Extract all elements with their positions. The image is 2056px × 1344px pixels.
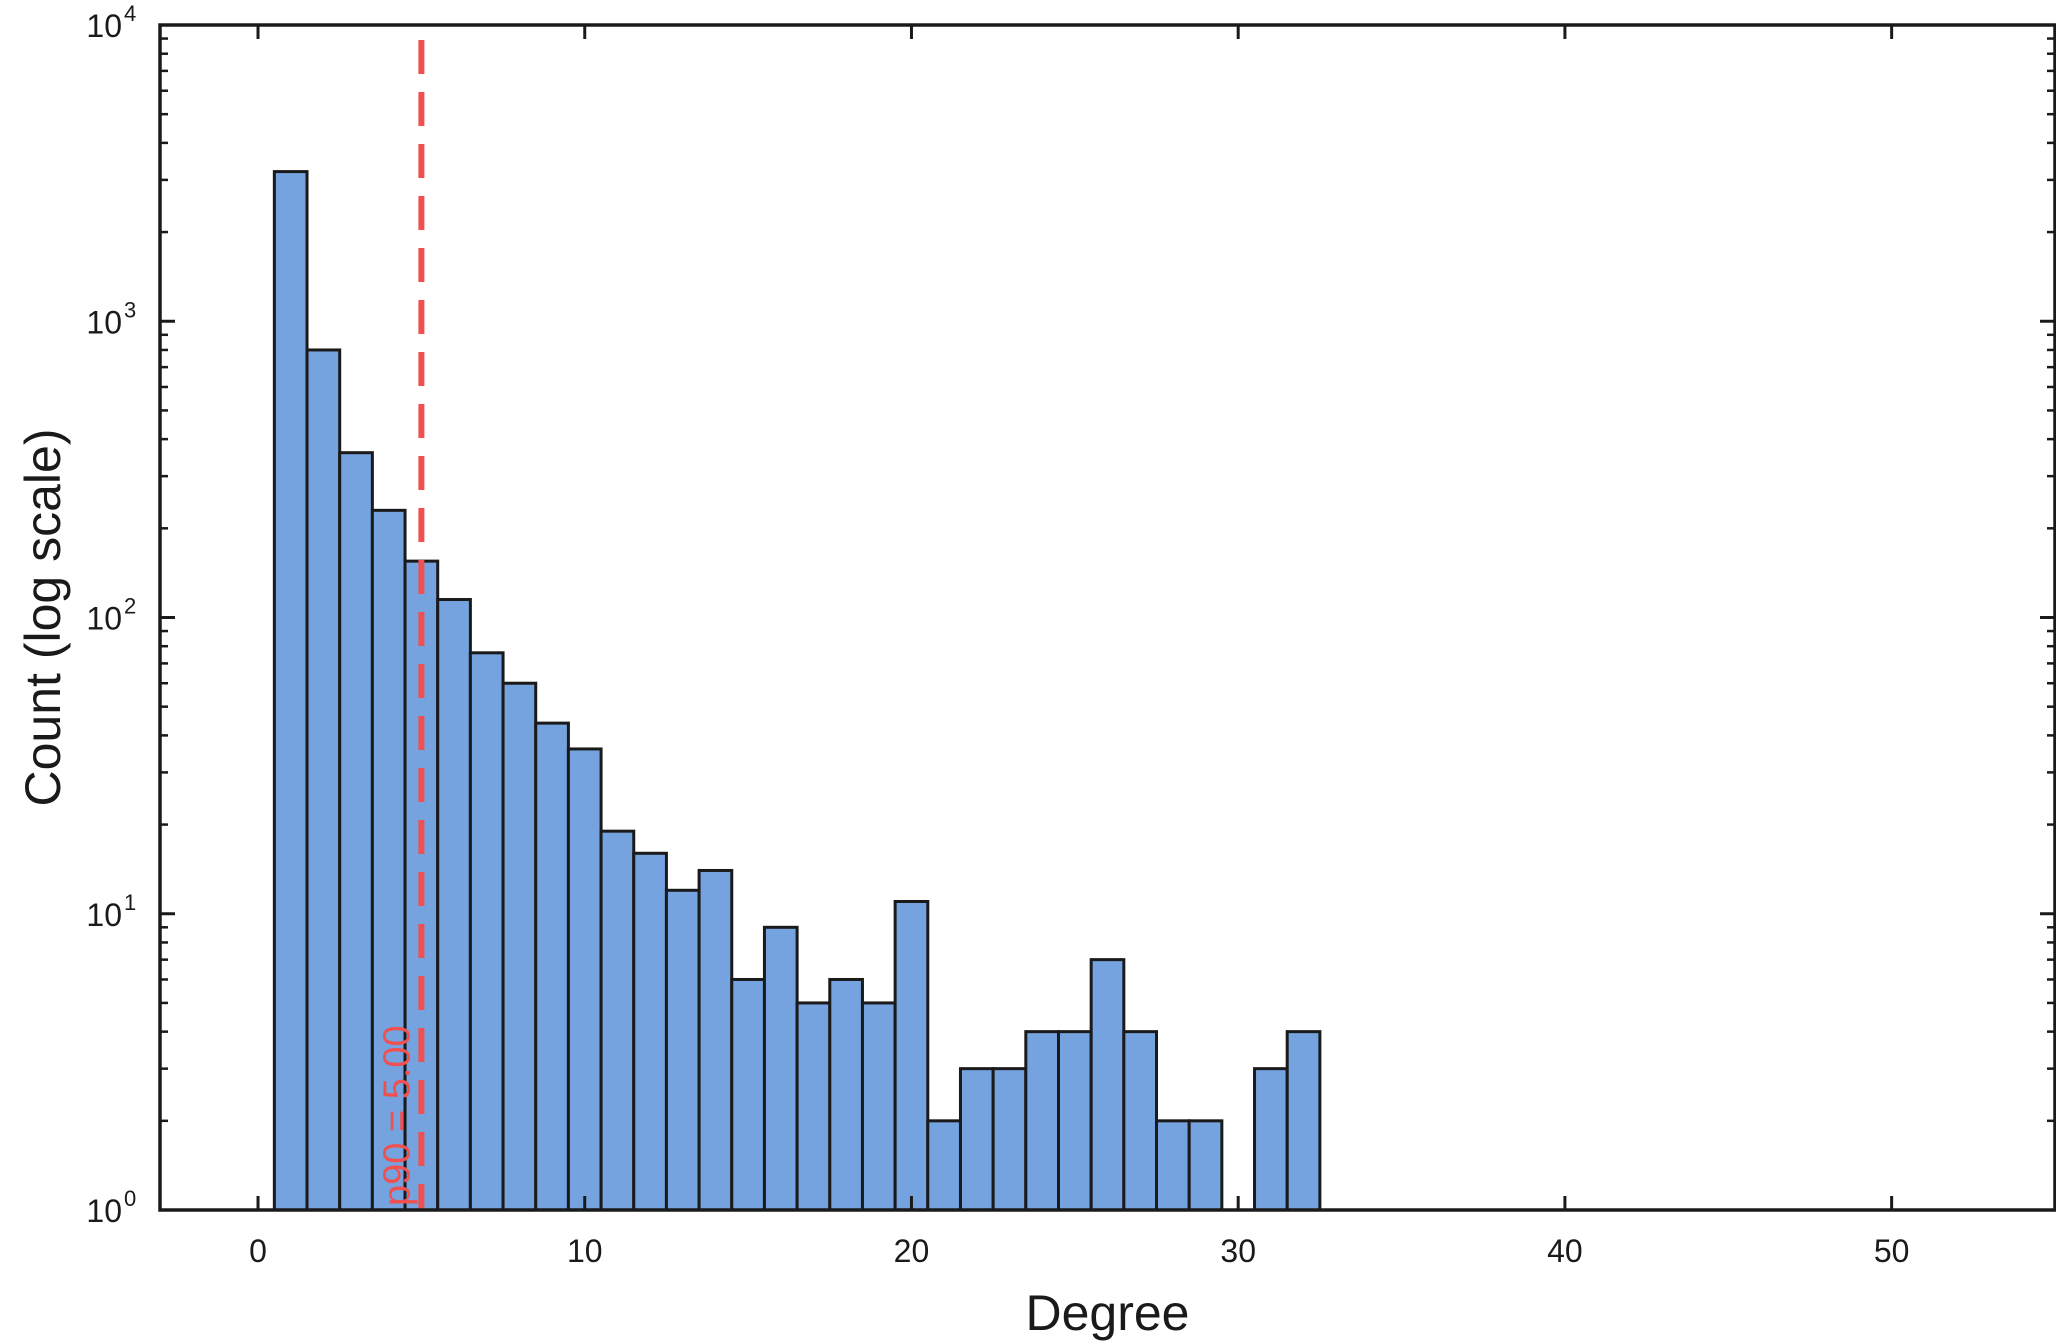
histogram-bar-14	[697, 868, 734, 1212]
histogram-bar-3	[338, 451, 374, 1212]
histogram-bar-17	[795, 1001, 832, 1212]
y-axis-label: Count (log scale)	[15, 429, 71, 807]
histogram-bar-20	[893, 899, 930, 1212]
x-axis-ticks: 0 10 20 30 40 50	[249, 25, 1909, 1269]
histogram-bar-19	[860, 1001, 897, 1212]
histogram-bar-1	[272, 170, 309, 1212]
y-tick-label-10000: 10	[86, 8, 122, 44]
histogram-bar-29	[1187, 1119, 1224, 1212]
histogram-bar-7	[468, 651, 505, 1212]
histogram-bar-31	[1253, 1067, 1289, 1212]
histogram-bar-26	[1089, 958, 1126, 1212]
histogram-bar-27	[1122, 1030, 1159, 1212]
histogram-bar-24	[1024, 1030, 1060, 1212]
histogram-bar-11	[599, 829, 636, 1212]
y-tick-exponent-10000: 4	[124, 1, 136, 26]
histogram-bars	[272, 170, 1322, 1212]
y-tick-label-10: 10	[86, 897, 122, 933]
x-tick-label-40: 40	[1547, 1233, 1583, 1269]
histogram-bar-2	[305, 348, 342, 1212]
histogram-bar-18	[828, 977, 864, 1212]
x-tick-label-50: 50	[1874, 1233, 1910, 1269]
histogram-bar-15	[730, 977, 766, 1212]
y-tick-label-1: 10	[86, 1193, 122, 1229]
x-tick-label-0: 0	[249, 1233, 267, 1269]
histogram-bar-12	[632, 851, 668, 1212]
histogram-bar-32	[1285, 1030, 1322, 1212]
histogram-bar-28	[1155, 1119, 1191, 1212]
histogram-bar-21	[926, 1119, 962, 1212]
y-tick-exponent-10: 1	[124, 890, 136, 915]
histogram-bar-23	[991, 1067, 1028, 1212]
x-axis-label: Degree	[1026, 1285, 1190, 1341]
p90-annotation-label: p90 = 5.00	[376, 1025, 418, 1206]
y-tick-label-100: 10	[86, 601, 122, 637]
y-tick-exponent-1: 0	[124, 1186, 136, 1211]
histogram-bar-9	[534, 721, 570, 1212]
histogram-bar-25	[1056, 1030, 1093, 1212]
histogram-bar-13	[664, 888, 701, 1212]
x-tick-label-10: 10	[567, 1233, 603, 1269]
x-tick-label-30: 30	[1220, 1233, 1256, 1269]
y-tick-exponent-1000: 3	[124, 297, 136, 322]
histogram-bar-8	[501, 681, 538, 1212]
y-tick-exponent-100: 2	[124, 594, 136, 619]
histogram-bar-6	[436, 598, 472, 1212]
histogram-bar-16	[762, 925, 799, 1212]
histogram-bar-22	[958, 1067, 995, 1212]
histogram-bar-10	[566, 747, 603, 1212]
x-tick-label-20: 20	[894, 1233, 930, 1269]
y-tick-label-1000: 10	[86, 304, 122, 340]
